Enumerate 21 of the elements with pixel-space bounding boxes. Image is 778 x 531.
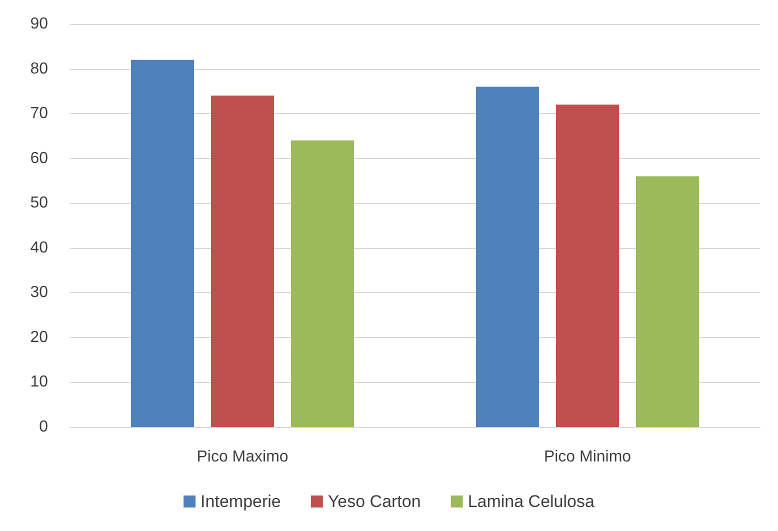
bar [476,86,539,427]
y-tick-label: 10 [30,374,48,391]
bar [556,104,619,427]
x-tick-label: Pico Maximo [196,448,288,466]
y-tick-label: 40 [30,239,48,256]
bar [130,60,194,427]
y-tick-label: 60 [30,150,48,167]
y-tick-label: 50 [30,194,48,212]
bar [211,96,274,427]
x-tick-label: Pico Minimo [544,448,632,466]
y-tick-label: 0 [39,418,48,436]
legend-label: Intemperie [200,492,281,511]
bar [291,140,354,427]
y-tick-label: 80 [30,60,48,78]
legend-label: Lamina Celulosa [468,492,595,511]
legend-label: Yeso Carton [328,492,421,511]
y-tick-label: 90 [30,16,48,32]
bar [636,176,700,427]
y-tick-label: 70 [30,105,48,122]
y-tick-label: 30 [30,284,48,302]
y-tick-label: 20 [30,328,48,346]
